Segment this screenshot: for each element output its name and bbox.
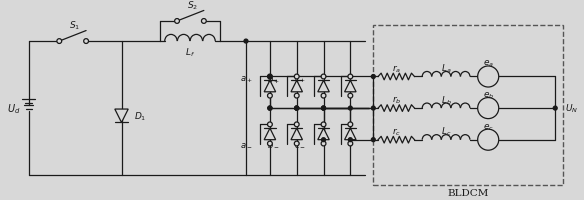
Circle shape: [295, 107, 298, 110]
Circle shape: [348, 75, 353, 79]
Circle shape: [321, 94, 326, 99]
Circle shape: [348, 141, 353, 146]
Circle shape: [322, 138, 325, 142]
Circle shape: [175, 19, 179, 24]
Circle shape: [553, 107, 557, 110]
Text: $S_1$: $S_1$: [69, 19, 80, 32]
Circle shape: [322, 107, 325, 110]
Polygon shape: [291, 129, 303, 140]
Polygon shape: [345, 81, 356, 92]
Circle shape: [267, 94, 272, 99]
Circle shape: [349, 107, 352, 110]
Text: $c_-$: $c_-$: [294, 140, 306, 148]
Circle shape: [294, 122, 299, 127]
Circle shape: [267, 122, 272, 127]
Text: $c_+$: $c_+$: [294, 74, 306, 84]
Circle shape: [268, 107, 272, 110]
Polygon shape: [318, 129, 329, 140]
Circle shape: [295, 107, 298, 110]
Circle shape: [294, 94, 299, 99]
Circle shape: [371, 107, 376, 110]
Polygon shape: [264, 81, 276, 92]
Text: $S_2$: $S_2$: [187, 0, 198, 12]
Circle shape: [244, 40, 248, 44]
Circle shape: [201, 19, 206, 24]
Circle shape: [349, 138, 352, 142]
Circle shape: [295, 107, 298, 110]
Circle shape: [295, 107, 298, 110]
Text: $a_+$: $a_+$: [240, 74, 253, 84]
Polygon shape: [264, 129, 276, 140]
Text: $r_c$: $r_c$: [392, 126, 401, 137]
Circle shape: [294, 141, 299, 146]
Circle shape: [321, 141, 326, 146]
Text: $U_d$: $U_d$: [6, 102, 20, 115]
Circle shape: [321, 75, 326, 79]
Text: $L_b$: $L_b$: [441, 94, 451, 106]
Circle shape: [478, 130, 499, 150]
Text: $r_a$: $r_a$: [392, 63, 401, 74]
Circle shape: [294, 75, 299, 79]
Text: $e_c$: $e_c$: [483, 121, 493, 132]
Text: $e_b$: $e_b$: [482, 90, 494, 100]
Text: $e_a$: $e_a$: [483, 59, 493, 69]
Polygon shape: [115, 109, 128, 123]
Text: $r_b$: $r_b$: [391, 94, 401, 106]
Text: $D_1$: $D_1$: [134, 110, 147, 122]
Polygon shape: [291, 81, 303, 92]
Circle shape: [267, 75, 272, 79]
Circle shape: [371, 75, 376, 79]
Text: BLDCM: BLDCM: [447, 188, 489, 197]
Circle shape: [321, 122, 326, 127]
Text: $L_c$: $L_c$: [441, 125, 451, 138]
Text: $a_-$: $a_-$: [240, 140, 253, 148]
Circle shape: [268, 75, 272, 79]
Text: $b_-$: $b_-$: [267, 139, 280, 149]
Circle shape: [371, 138, 376, 142]
Circle shape: [322, 107, 325, 110]
Circle shape: [478, 98, 499, 119]
Circle shape: [322, 107, 325, 110]
Circle shape: [267, 141, 272, 146]
Polygon shape: [345, 129, 356, 140]
Circle shape: [57, 39, 62, 44]
Circle shape: [268, 107, 272, 110]
Text: $b_+$: $b_+$: [267, 73, 280, 85]
Text: $L_a$: $L_a$: [441, 62, 451, 75]
Text: $U_N$: $U_N$: [565, 102, 578, 115]
Circle shape: [268, 107, 272, 110]
Circle shape: [348, 122, 353, 127]
Polygon shape: [318, 81, 329, 92]
Text: $L_f$: $L_f$: [185, 46, 195, 59]
Circle shape: [348, 94, 353, 99]
Circle shape: [478, 67, 499, 88]
Circle shape: [84, 39, 89, 44]
